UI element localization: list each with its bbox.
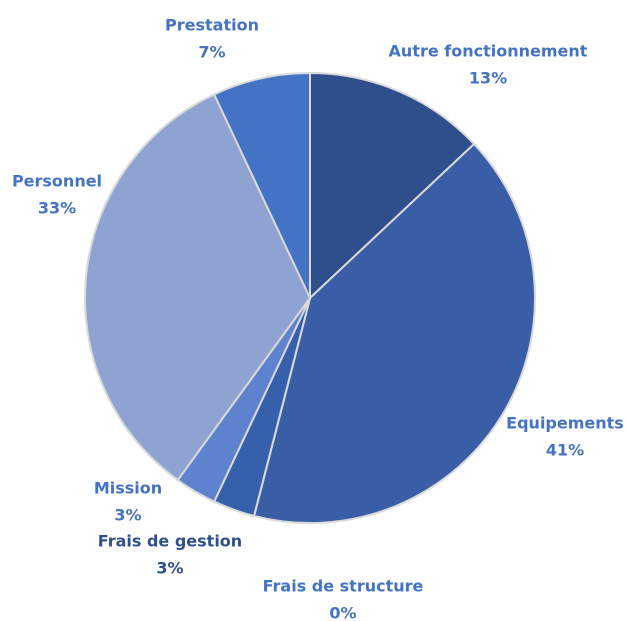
pie-slice: [212, 71, 311, 299]
slice-label: Prestation: [165, 16, 259, 35]
pie-slice: [309, 71, 476, 301]
slice-label: Frais de structure: [263, 577, 424, 596]
slice-value-label: 13%: [469, 69, 507, 88]
slice-label: Frais de gestion: [98, 532, 242, 551]
slice-label: Autre fonctionnement: [389, 42, 588, 61]
slice-value-label: 0%: [329, 604, 356, 621]
pie-slice: [84, 93, 312, 482]
slice-label: Equipements: [506, 414, 624, 433]
slice-value-label: 3%: [156, 559, 183, 578]
pie-slice: [252, 142, 536, 524]
slice-value-label: 7%: [198, 43, 225, 62]
slice-value-label: 3%: [114, 506, 141, 525]
slice-value-label: 41%: [546, 441, 584, 460]
slice-label: Mission: [94, 479, 162, 498]
slice-label: Personnel: [12, 172, 102, 191]
slice-value-label: 33%: [38, 199, 76, 218]
